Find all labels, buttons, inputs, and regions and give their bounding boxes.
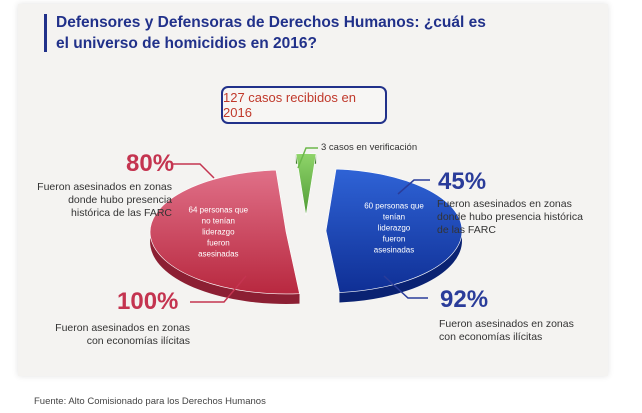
annotation-92-value: 92% — [440, 286, 489, 313]
chart-slide — [18, 4, 608, 376]
slice-sin-liderazgo-label: 64 personas que no tenían liderazgo fueron a… — [189, 205, 249, 258]
chart-title: Defensores y Defensoras de Derechos Huma… — [56, 14, 486, 52]
slice-en-verificacion — [295, 153, 317, 216]
leader-line-80 — [172, 163, 215, 179]
source-note: Fuente: Alto Comisionado para los Derech… — [34, 396, 266, 407]
verification-label: 3 casos en verificación — [321, 142, 418, 153]
slice-con-liderazgo — [325, 168, 463, 293]
annotation-100-text: Fueron asesinados en zonas con economías… — [55, 322, 190, 347]
leader-line-45 — [397, 179, 430, 195]
title-accent-bar — [44, 14, 47, 52]
annotation-80-text: Fueron asesinados en zonas donde hubo pr… — [37, 181, 172, 219]
leader-line-92 — [383, 275, 428, 299]
leader-line-verificacion — [297, 147, 318, 169]
annotation-80-value: 80% — [126, 150, 175, 177]
annotation-45-value: 45% — [438, 168, 487, 195]
slice-con-liderazgo-label: 60 personas que tenían liderazgo fueron ases… — [364, 202, 424, 255]
slice-sin-liderazgo — [149, 169, 300, 295]
annotation-45-text: Fueron asesinados en zonas donde hubo pr… — [437, 198, 583, 236]
annotation-100-value: 100% — [117, 288, 179, 315]
annotation-92-text: Fueron asesinados en zonas con economías… — [439, 318, 574, 343]
total-cases-box: 127 casos recibidos en 2016 — [221, 86, 387, 124]
leader-line-100 — [190, 275, 247, 303]
